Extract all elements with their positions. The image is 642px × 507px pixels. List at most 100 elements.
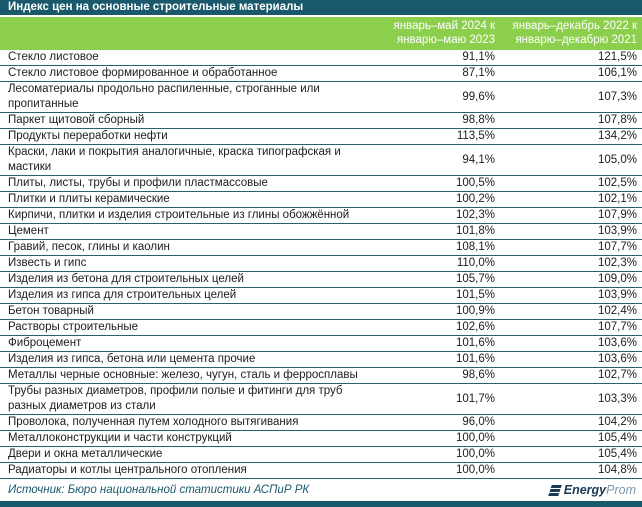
value-2024-vs-2023: 102,3% — [455, 209, 495, 221]
column-header-2022: январь–декабрь 2022 к январю–декабрю 202… — [512, 20, 637, 46]
table-row: Краски, лаки и покрытия аналогичные, кра… — [0, 145, 642, 176]
value-2022-vs-2021: 106,1% — [597, 67, 637, 79]
value-2022-vs-2021: 103,6% — [597, 337, 637, 349]
value-2022-vs-2021: 102,7% — [597, 369, 637, 381]
table-row: Металлы черные основные: железо, чугун, … — [0, 368, 642, 384]
table-row: Плиты, листы, трубы и профили пластмассо… — [0, 176, 642, 192]
value-2022-vs-2021: 105,0% — [597, 153, 637, 166]
material-name: Продукты переработки нефти — [8, 130, 168, 142]
material-name: Двери и окна металлические — [8, 448, 163, 460]
value-2024-vs-2023: 102,6% — [455, 321, 495, 333]
value-2024-vs-2023: 113,5% — [456, 130, 495, 142]
material-name: Плитки и плиты керамические — [8, 193, 170, 205]
material-name: Лесоматериалы продольно распиленные, стр… — [8, 83, 320, 110]
table-row: Проволока, полученная путем холодного вы… — [0, 415, 642, 431]
material-name: Изделия из гипса для строительных целей — [8, 289, 237, 301]
value-2022-vs-2021: 107,3% — [597, 90, 637, 103]
value-2024-vs-2023: 101,5% — [455, 289, 495, 301]
column-header-2024: январь–май 2024 к январю–маю 2023 — [393, 20, 495, 46]
value-2024-vs-2023: 101,6% — [455, 337, 495, 349]
table-row: Фиброцемент 101,6% 103,6% — [0, 336, 642, 352]
table-row: Известь и гипс 110,0% 102,3% — [0, 256, 642, 272]
table-row: Двери и окна металлические 100,0% 105,4% — [0, 447, 642, 463]
value-2022-vs-2021: 109,0% — [597, 273, 637, 285]
table-row: Изделия из гипса для строительных целей 1… — [0, 288, 642, 304]
value-2024-vs-2023: 105,7% — [455, 273, 495, 285]
value-2024-vs-2023: 110,0% — [456, 257, 495, 269]
material-name: Фиброцемент — [8, 337, 82, 349]
energyprom-logo: EnergyProm — [547, 483, 636, 497]
material-name: Металлоконструкции и части конструкций — [8, 432, 232, 444]
material-name: Изделия из гипса, бетона или цемента про… — [8, 353, 256, 365]
logo-energy-label: Energy — [563, 483, 607, 497]
page-title: Индекс цен на основные строительные мате… — [0, 0, 642, 15]
table-row: Растворы строительные 102,6% 107,7% — [0, 320, 642, 336]
value-2024-vs-2023: 99,6% — [462, 90, 495, 103]
material-name: Стекло листовое формированное и обработа… — [8, 67, 278, 79]
bottom-accent-bar — [0, 501, 642, 507]
value-2024-vs-2023: 100,5% — [455, 177, 495, 189]
value-2024-vs-2023: 87,1% — [462, 67, 495, 79]
value-2024-vs-2023: 96,0% — [462, 416, 495, 428]
material-name: Трубы разных диаметров, профили полые и … — [8, 385, 343, 412]
value-2022-vs-2021: 105,4% — [597, 432, 637, 444]
value-2024-vs-2023: 100,2% — [455, 193, 495, 205]
material-name: Цемент — [8, 225, 49, 237]
table-row: Стекло листовое 91,1% 121,5% — [0, 50, 642, 66]
material-name: Растворы строительные — [8, 321, 139, 333]
value-2022-vs-2021: 103,9% — [597, 289, 637, 301]
value-2024-vs-2023: 98,6% — [462, 369, 495, 381]
value-2022-vs-2021: 102,4% — [597, 305, 637, 317]
table-row: Трубы разных диаметров, профили полые и … — [0, 384, 642, 415]
table-row: Бетон товарный 100,9% 102,4% — [0, 304, 642, 320]
value-2022-vs-2021: 103,6% — [597, 353, 637, 365]
table-row: Плитки и плиты керамические 100,2% 102,1% — [0, 192, 642, 208]
logo-prom-label: Prom — [606, 483, 636, 497]
table-row: Стекло листовое формированное и обработа… — [0, 66, 642, 82]
material-name: Радиаторы и котлы центрального отопления — [8, 464, 247, 476]
logo-text: EnergyProm — [563, 483, 636, 497]
footer: Источник: Бюро национальной статистики А… — [0, 479, 642, 501]
value-2022-vs-2021: 107,8% — [597, 114, 637, 126]
value-2022-vs-2021: 134,2% — [597, 130, 637, 142]
material-name: Изделия из бетона для строительных целей — [8, 273, 244, 285]
table-row: Цемент 101,8% 103,9% — [0, 224, 642, 240]
value-2022-vs-2021: 105,4% — [597, 448, 637, 460]
value-2022-vs-2021: 102,3% — [597, 257, 637, 269]
material-name: Гравий, песок, глины и каолин — [8, 241, 170, 253]
value-2022-vs-2021: 107,7% — [597, 241, 637, 253]
material-name: Металлы черные основные: железо, чугун, … — [8, 369, 358, 381]
value-2022-vs-2021: 104,2% — [597, 416, 637, 428]
value-2022-vs-2021: 107,7% — [597, 321, 637, 333]
table-row: Радиаторы и котлы центрального отопления… — [0, 463, 642, 479]
value-2024-vs-2023: 94,1% — [462, 153, 495, 166]
material-name: Кирпичи, плитки и изделия строительные и… — [8, 209, 350, 221]
value-2024-vs-2023: 100,0% — [455, 448, 495, 460]
material-name: Бетон товарный — [8, 305, 94, 317]
title-divider — [0, 15, 642, 17]
energyprom-bars-icon — [547, 484, 562, 496]
material-name: Плиты, листы, трубы и профили пластмассо… — [8, 177, 268, 189]
value-2024-vs-2023: 101,8% — [455, 225, 495, 237]
value-2024-vs-2023: 100,0% — [455, 464, 495, 476]
value-2022-vs-2021: 103,9% — [597, 225, 637, 237]
material-name: Стекло листовое — [8, 51, 99, 63]
value-2022-vs-2021: 121,5% — [597, 51, 637, 63]
material-name: Известь и гипс — [8, 257, 87, 269]
value-2024-vs-2023: 108,1% — [455, 241, 495, 253]
material-name: Проволока, полученная путем холодного вы… — [8, 416, 299, 428]
material-name: Краски, лаки и покрытия аналогичные, кра… — [8, 146, 341, 173]
value-2024-vs-2023: 101,6% — [455, 353, 495, 365]
value-2024-vs-2023: 101,7% — [455, 392, 495, 405]
value-2022-vs-2021: 102,5% — [597, 177, 637, 189]
value-2022-vs-2021: 104,8% — [597, 464, 637, 476]
value-2022-vs-2021: 107,9% — [597, 209, 637, 221]
price-table-body: Стекло листовое 91,1% 121,5% Стекло листово… — [0, 50, 642, 479]
table-row: Гравий, песок, глины и каолин 108,1% 107,7… — [0, 240, 642, 256]
material-name: Паркет щитовой сборный — [8, 114, 145, 126]
value-2024-vs-2023: 100,0% — [455, 432, 495, 444]
table-row: Изделия из бетона для строительных целей… — [0, 272, 642, 288]
value-2022-vs-2021: 103,3% — [597, 392, 637, 405]
table-row: Продукты переработки нефти 113,5% 134,2% — [0, 129, 642, 145]
